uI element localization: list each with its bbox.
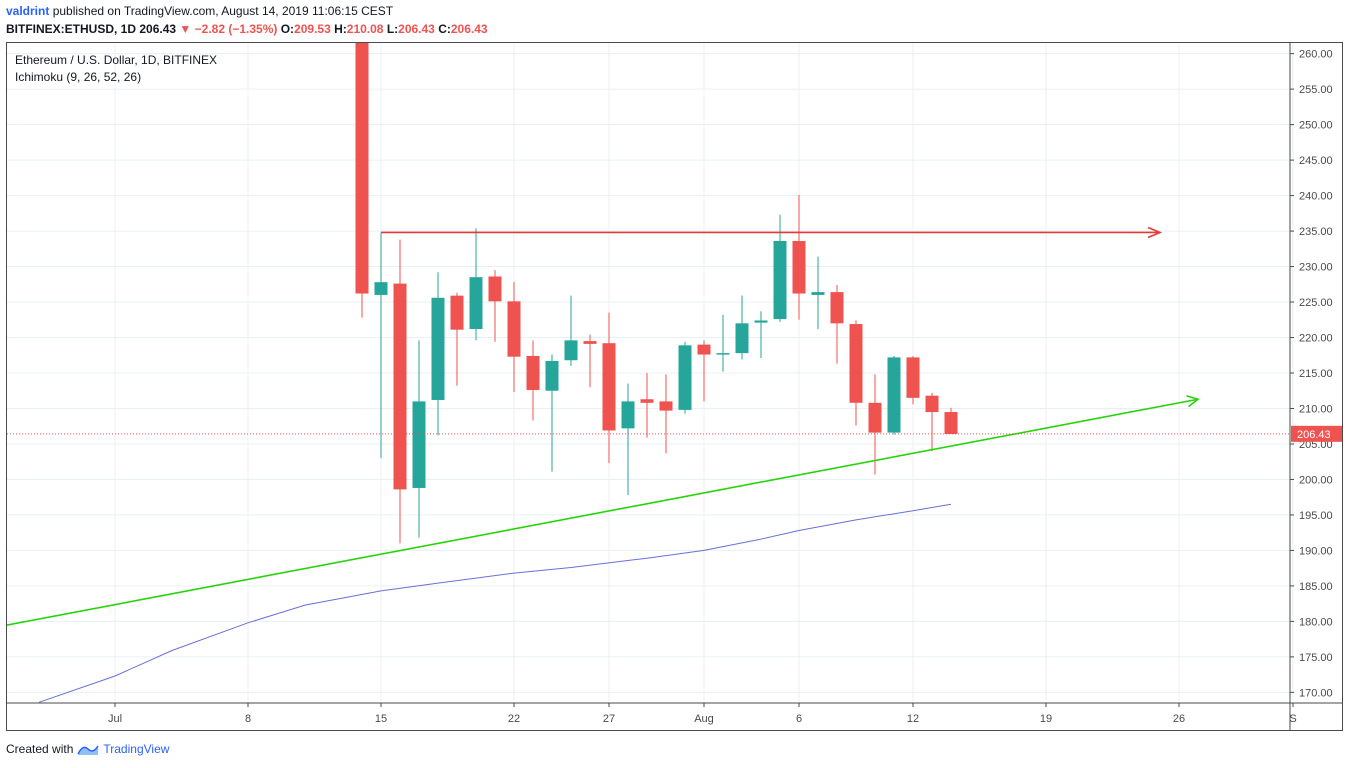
tradingview-brand[interactable]: TradingView bbox=[103, 742, 170, 756]
x-tick-label: 27 bbox=[603, 713, 615, 725]
candle-body bbox=[830, 292, 844, 324]
resistance-arrow-icon bbox=[1147, 226, 1163, 239]
candle-body bbox=[716, 353, 730, 355]
candle-body bbox=[849, 324, 863, 403]
candle-body bbox=[925, 395, 939, 413]
y-tick-label: 200.00 bbox=[1299, 474, 1333, 486]
x-tick-label: S bbox=[1289, 713, 1296, 725]
candle-body bbox=[754, 320, 768, 323]
y-tick-label: 235.00 bbox=[1299, 226, 1333, 238]
close-value: 206.43 bbox=[450, 22, 488, 36]
x-tick-label: 26 bbox=[1173, 713, 1185, 725]
publish-info: valdrint published on TradingView.com, A… bbox=[6, 4, 393, 18]
created-with-text: Created with bbox=[6, 742, 74, 756]
y-tick-label: 230.00 bbox=[1299, 262, 1333, 274]
support-arrow-icon bbox=[1186, 395, 1200, 408]
candle-body bbox=[374, 282, 388, 295]
y-tick-label: 175.00 bbox=[1299, 652, 1333, 664]
axes: 260.00 255.00 250.00 245.00 240.00 235.00 230.… bbox=[7, 43, 1342, 730]
x-tick-label: 6 bbox=[796, 713, 802, 725]
y-tick-label: 170.00 bbox=[1299, 687, 1333, 699]
candle-body bbox=[678, 345, 692, 410]
x-tick-label: 19 bbox=[1040, 713, 1052, 725]
candle-body bbox=[792, 241, 806, 294]
y-tick-label: 245.00 bbox=[1299, 155, 1333, 167]
last-price-tag bbox=[1291, 425, 1342, 442]
x-tick-label: 15 bbox=[375, 713, 387, 725]
ohlc-values: O:209.53 H:210.08 L:206.43 C:206.43 bbox=[281, 22, 488, 36]
author-link[interactable]: valdrint bbox=[6, 4, 50, 18]
x-tick-label: Jul bbox=[108, 713, 122, 725]
baseline-line bbox=[38, 503, 952, 703]
symbol-name: BITFINEX:ETHUSD, 1D bbox=[6, 22, 137, 36]
open-label: O: bbox=[280, 22, 295, 36]
footer: Created with TradingView bbox=[6, 742, 169, 756]
candle-body bbox=[640, 399, 654, 403]
candle-body bbox=[906, 357, 920, 398]
candle-body bbox=[450, 295, 464, 330]
candle-body bbox=[811, 292, 825, 295]
indicator-legend[interactable]: Ichimoku (9, 26, 52, 26) bbox=[15, 70, 142, 84]
y-tick-label: 240.00 bbox=[1299, 191, 1333, 203]
close-label: C: bbox=[438, 22, 451, 36]
candle-body bbox=[887, 357, 901, 433]
x-tick-label: 12 bbox=[907, 713, 919, 725]
y-tick-label: 260.00 bbox=[1299, 49, 1333, 61]
y-tick-label: 205.00 bbox=[1299, 439, 1333, 451]
candle-body bbox=[602, 343, 616, 431]
candle-body bbox=[545, 360, 559, 391]
y-tick-label: 215.00 bbox=[1299, 368, 1333, 380]
candle-body bbox=[393, 283, 407, 490]
candle-body bbox=[564, 340, 578, 361]
candle-body bbox=[355, 43, 369, 294]
last-price: 206.43 bbox=[139, 22, 177, 36]
candle-body bbox=[697, 344, 711, 355]
y-tick-label: 195.00 bbox=[1299, 510, 1333, 522]
candle-body bbox=[944, 412, 958, 435]
y-tick-label: 220.00 bbox=[1299, 333, 1333, 345]
x-tick-label: Aug bbox=[694, 713, 714, 725]
candle-body bbox=[735, 323, 749, 354]
open-value: 209.53 bbox=[294, 22, 331, 36]
candle-body bbox=[469, 277, 483, 329]
candle-body bbox=[583, 341, 597, 344]
y-tick-label: 190.00 bbox=[1299, 545, 1333, 557]
low-label: L: bbox=[386, 22, 399, 36]
published-text: published on TradingView.com, August 14,… bbox=[52, 4, 394, 18]
candle-body bbox=[488, 276, 502, 302]
candle-body bbox=[507, 301, 521, 357]
candle-body bbox=[868, 402, 882, 433]
down-arrow-icon: ▼ bbox=[179, 22, 192, 36]
candle-body bbox=[659, 401, 673, 411]
candles bbox=[355, 43, 958, 544]
trend-lines bbox=[7, 226, 1200, 626]
last-price-label: 206.43 bbox=[1297, 429, 1331, 441]
y-tick-label: 225.00 bbox=[1299, 297, 1333, 309]
y-tick-label: 180.00 bbox=[1299, 616, 1333, 628]
chart-title: Ethereum / U.S. Dollar, 1D, BITFINEX bbox=[15, 53, 218, 67]
low-value: 206.43 bbox=[398, 22, 435, 36]
chart-frame[interactable] bbox=[6, 42, 1343, 731]
candle-body bbox=[773, 241, 787, 320]
x-tick-label: 8 bbox=[245, 713, 251, 725]
y-tick-label: 210.00 bbox=[1299, 403, 1333, 415]
candle-body bbox=[431, 297, 445, 400]
x-tick-label: 22 bbox=[508, 713, 520, 725]
price-change: −2.82 (−1.35%) bbox=[194, 22, 278, 36]
grid bbox=[7, 43, 1294, 703]
y-tick-label: 185.00 bbox=[1299, 581, 1333, 593]
tradingview-logo-icon bbox=[77, 745, 100, 755]
y-tick-label: 250.00 bbox=[1299, 120, 1333, 132]
support-line bbox=[7, 398, 1199, 626]
candle-body bbox=[412, 401, 426, 488]
symbol-info: BITFINEX:ETHUSD, 1D 206.43 ▼ −2.82 (−1.3… bbox=[6, 22, 488, 36]
candle-body bbox=[526, 355, 540, 391]
high-value: 210.08 bbox=[346, 22, 384, 36]
candle-body bbox=[621, 401, 635, 429]
ichimoku-baseline bbox=[38, 503, 952, 703]
y-tick-label: 255.00 bbox=[1299, 84, 1333, 96]
high-label: H: bbox=[334, 22, 347, 36]
